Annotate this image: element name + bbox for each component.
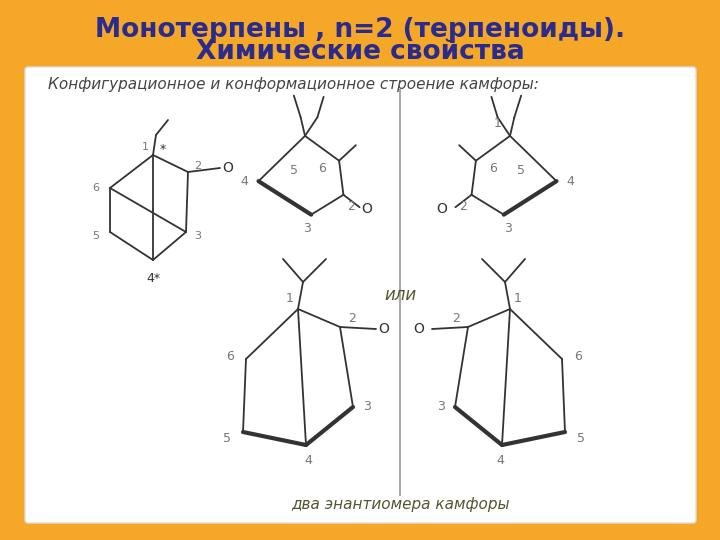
Text: 1: 1 (142, 142, 148, 152)
Text: *: * (160, 143, 166, 156)
Text: 4: 4 (304, 455, 312, 468)
Text: 2: 2 (348, 313, 356, 326)
Text: 4: 4 (567, 174, 575, 188)
Text: 5: 5 (577, 431, 585, 444)
Text: O: O (379, 322, 390, 336)
Text: 4: 4 (240, 174, 248, 188)
Text: 1: 1 (514, 293, 522, 306)
Text: 6: 6 (92, 183, 99, 193)
Text: 5: 5 (92, 231, 99, 241)
Text: 6: 6 (318, 162, 326, 176)
Text: 3: 3 (194, 231, 202, 241)
Text: 6: 6 (226, 350, 234, 363)
Text: O: O (413, 322, 424, 336)
Text: или: или (384, 286, 416, 304)
Text: 2: 2 (348, 200, 356, 213)
Text: Конфигурационное и конформационное строение камфоры:: Конфигурационное и конформационное строе… (48, 77, 539, 91)
Text: 5: 5 (290, 164, 298, 177)
Text: 4: 4 (496, 455, 504, 468)
Text: 6: 6 (489, 162, 497, 176)
Text: 2: 2 (194, 161, 202, 171)
Text: 4*: 4* (146, 272, 160, 285)
FancyBboxPatch shape (25, 67, 696, 523)
Text: O: O (361, 202, 372, 216)
Text: 3: 3 (504, 222, 512, 235)
Text: Химические свойства: Химические свойства (196, 39, 524, 65)
Text: 5: 5 (223, 431, 231, 444)
Text: 1: 1 (286, 293, 294, 306)
Text: 6: 6 (574, 350, 582, 363)
Text: O: O (436, 202, 447, 216)
Text: 2: 2 (452, 313, 460, 326)
Text: Монотерпены , n=2 (терпеноиды).: Монотерпены , n=2 (терпеноиды). (95, 17, 625, 43)
Text: 3: 3 (437, 401, 445, 414)
Text: 5: 5 (517, 164, 525, 177)
Text: 2: 2 (459, 200, 467, 213)
Text: O: O (222, 161, 233, 175)
Text: 1: 1 (494, 117, 502, 130)
Text: 3: 3 (363, 401, 371, 414)
Text: два энантиомера камфоры: два энантиомера камфоры (291, 497, 509, 512)
Text: 3: 3 (303, 222, 311, 235)
